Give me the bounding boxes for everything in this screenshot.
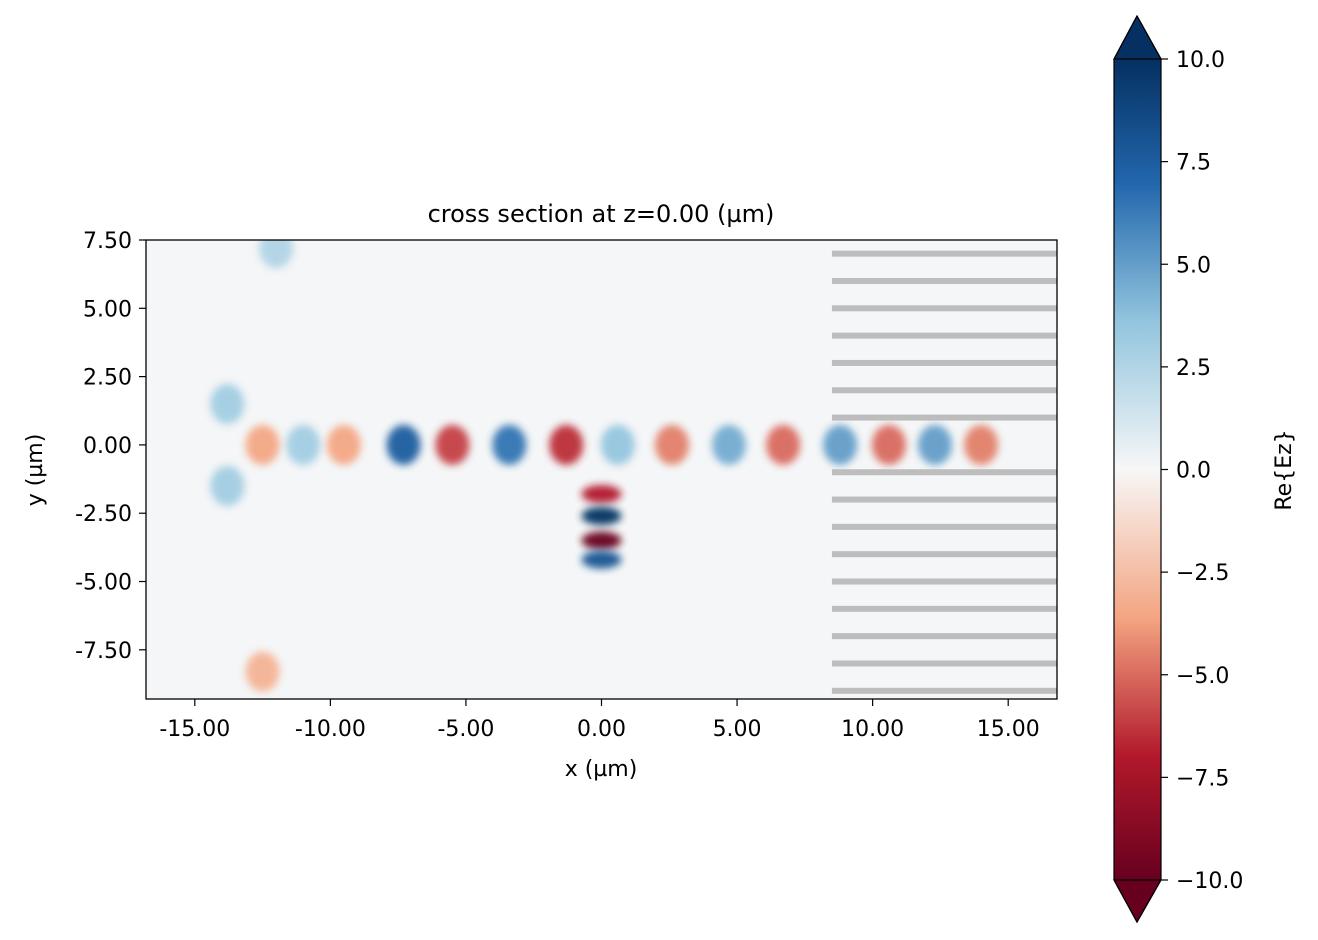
x-axis-title: x (µm) [565,757,638,782]
y-tick-label: -7.50 [75,639,132,664]
x-tick-label: -10.00 [295,717,366,742]
field-lobe [711,424,746,465]
colorbar-extend-max [1112,14,1163,60]
field-lobe [766,424,801,465]
colorbar-ticks: 10.0 7.5 5.0 2.5 0.0 −2.5 −5.0 −7.5 −10.0 [1161,48,1243,894]
y-tick-label: 0.00 [83,434,132,459]
x-tick-label: 10.00 [841,717,904,742]
x-tick-label: 5.00 [713,717,762,742]
structure-bar [831,277,1057,284]
field-lobe [581,531,622,550]
colorbar-label: Re{Ez} [1272,429,1297,510]
colorbar-tick-label: 7.5 [1176,151,1211,176]
structure-bar [831,687,1057,694]
y-tick-label: -5.00 [75,571,132,596]
field-lobe [210,383,245,424]
structure-bar [831,578,1057,585]
field-lobe [549,424,584,465]
field-lobe [581,506,622,525]
structure-bar [831,305,1057,312]
structure-bar [831,359,1057,366]
field-lobe [654,424,689,465]
colorbar-tick-label: −7.5 [1176,766,1229,791]
field-lobe [600,424,635,465]
colorbar-tick-label: 10.0 [1176,48,1225,73]
structure-bar [831,496,1057,503]
field-lobe [917,424,952,465]
structure-bar [831,387,1057,394]
y-axis-title: y (µm) [23,434,48,507]
chart-title: cross section at z=0.00 (µm) [428,200,775,228]
field-lobe [581,485,622,504]
structure-bar [831,633,1057,640]
field-lobe [435,424,470,465]
structure-layer [831,250,1057,694]
field-lobe [245,651,280,692]
x-tick-label: 15.00 [977,717,1040,742]
colorbar-body [1114,59,1161,880]
field-lobe [581,550,622,569]
heatmap-plot [145,239,1058,700]
field-lobe [871,424,906,465]
field-lobe [259,240,294,269]
y-tick-label: -2.50 [75,502,132,527]
x-tick-label: -5.00 [437,717,494,742]
field-lobe [492,424,527,465]
x-axis: -15.00 -10.00 -5.00 0.00 5.00 10.00 15.00 [159,699,1040,742]
colorbar-extend-min [1112,879,1163,924]
colorbar-tick-label: −5.0 [1176,664,1229,689]
colorbar-tick-label: −10.0 [1176,869,1243,894]
field-lobe [964,424,999,465]
field-layer [210,240,999,692]
structure-bar [831,605,1057,612]
y-axis: 7.50 5.00 2.50 0.00 -2.50 -5.00 -7.50 [75,229,146,664]
structure-bar [831,551,1057,558]
colorbar-tick-label: 5.0 [1176,253,1211,278]
structure-bar [831,414,1057,421]
structure-bar [831,250,1057,257]
colorbar: 10.0 7.5 5.0 2.5 0.0 −2.5 −5.0 −7.5 −10.0 Re{Ez} [1112,14,1297,924]
field-lobe [286,424,321,465]
field-lobe [823,424,858,465]
y-tick-label: 7.50 [83,229,132,254]
field-lobe [386,424,421,465]
field-lobe [245,424,280,465]
field-lobe [210,465,245,506]
y-tick-label: 5.00 [83,297,132,322]
colorbar-tick-label: 2.5 [1176,356,1211,381]
structure-bar [831,469,1057,476]
structure-bar [831,332,1057,339]
colorbar-tick-label: −2.5 [1176,561,1229,586]
x-tick-label: -15.00 [159,717,230,742]
field-lobe [326,424,361,465]
structure-bar [831,660,1057,667]
y-tick-label: 2.50 [83,366,132,391]
x-tick-label: 0.00 [577,717,626,742]
colorbar-tick-label: 0.0 [1176,459,1211,484]
structure-bar [831,523,1057,530]
